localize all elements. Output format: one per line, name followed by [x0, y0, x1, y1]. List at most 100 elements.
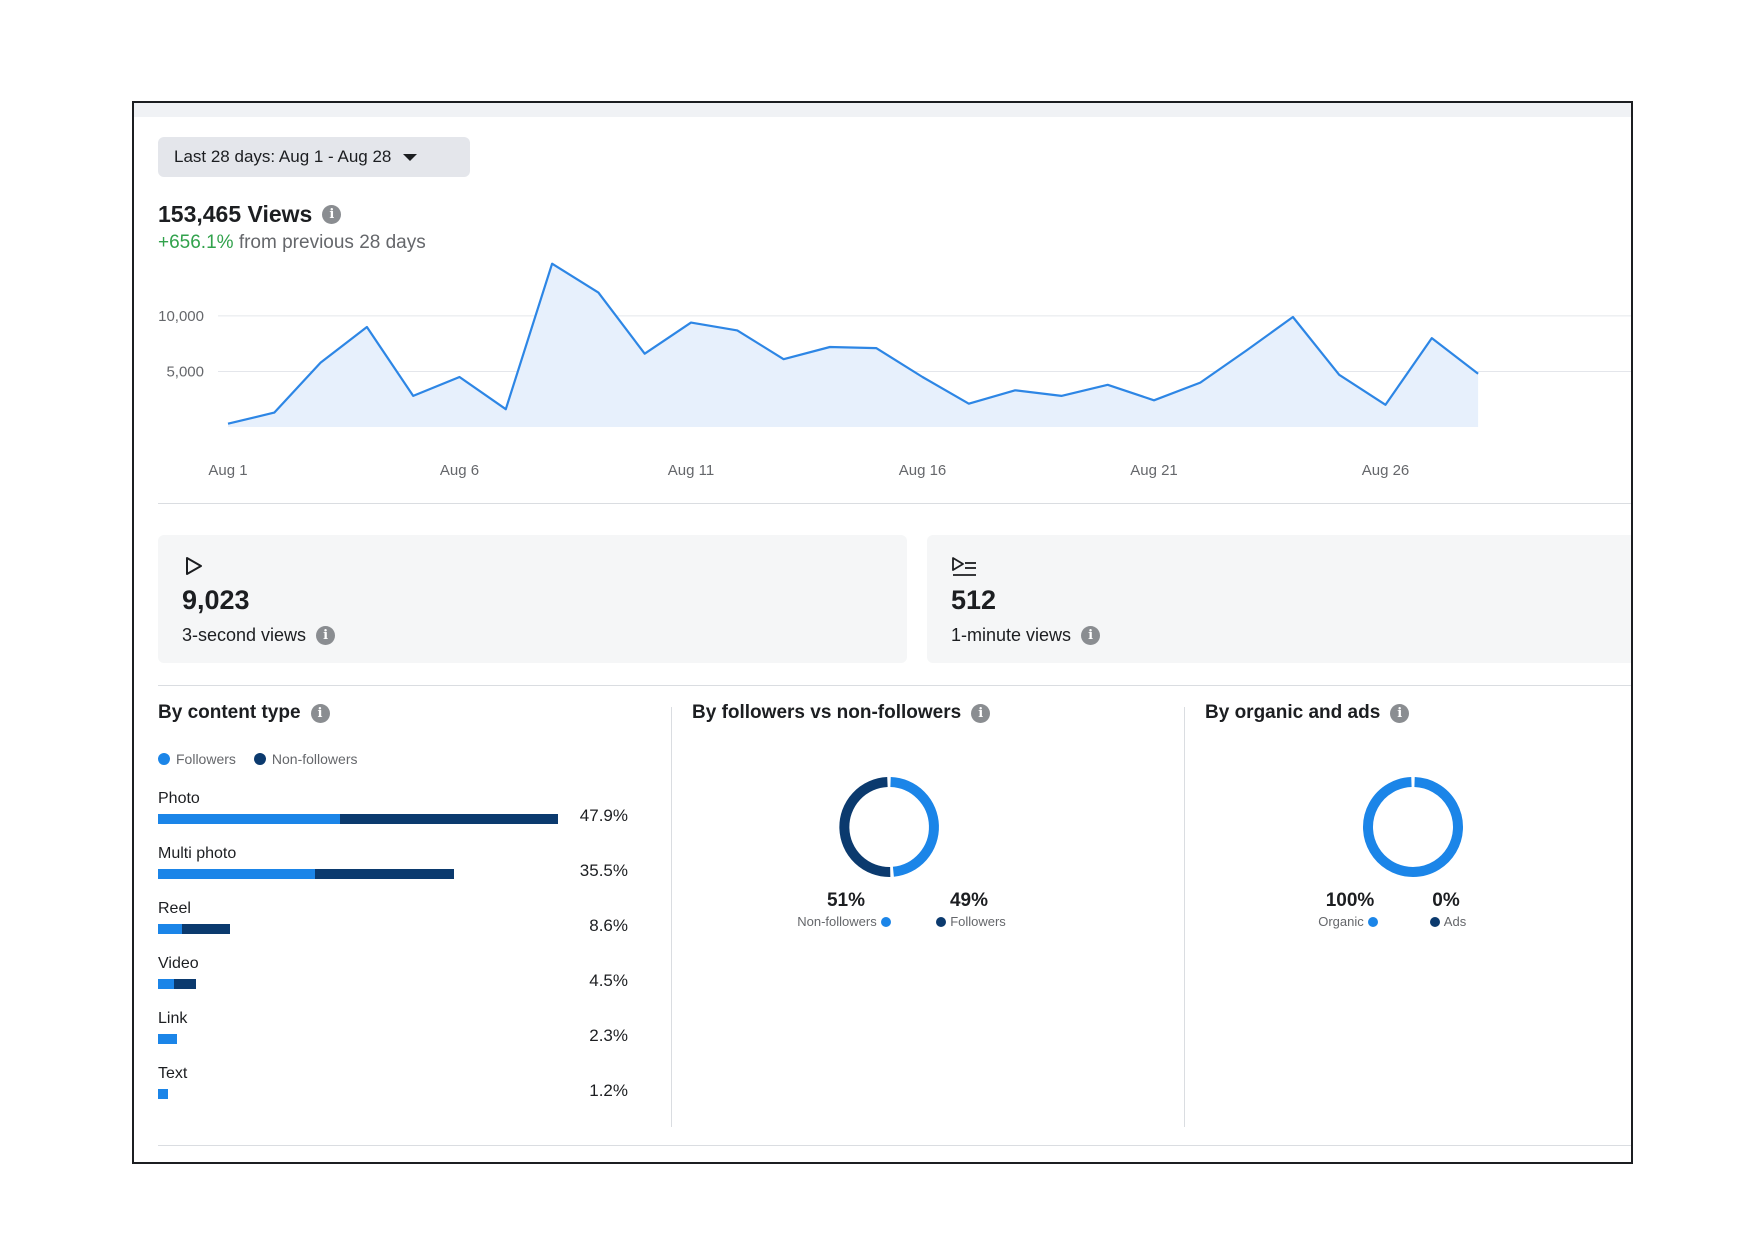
donut-value: 100%: [1325, 890, 1375, 911]
content-type-bar: [158, 979, 196, 989]
stat-value: 512: [951, 585, 997, 615]
donut-label-ads: 0% Ads: [1401, 890, 1491, 929]
donut-name-text: Non-followers: [797, 914, 877, 929]
x-tick-label: Aug 26: [1362, 462, 1410, 479]
stat-card-3s: 9,023 3-second views i: [158, 535, 907, 663]
content-type-row: Photo 47.9%: [158, 790, 628, 842]
donut-segment: [839, 777, 891, 877]
stat-value: 9,023: [182, 585, 250, 615]
info-icon[interactable]: i: [322, 205, 342, 224]
followers-bar-segment: [158, 1034, 178, 1044]
organic-donut-area: 100% Organic 0% Ads: [1205, 772, 1631, 972]
section-title: By followers vs non-followers i: [692, 702, 1162, 724]
caret-down-icon: [403, 153, 418, 161]
legend-label: Non-followers: [271, 751, 358, 767]
donut-value: 49%: [949, 890, 989, 911]
divider: [158, 503, 1631, 504]
info-icon[interactable]: i: [1390, 703, 1410, 723]
section-title-text: By organic and ads: [1205, 702, 1381, 723]
content-type-pct: 47.9%: [579, 806, 628, 825]
views-change: +656.1% from previous 28 days: [158, 232, 426, 254]
followers-dot-icon: [158, 753, 170, 765]
content-type-label: Reel: [158, 900, 191, 917]
play-list-icon: [952, 557, 976, 576]
donut-label-followers: 49% Followers: [904, 890, 1034, 929]
legend-non-followers: Non-followers: [253, 751, 358, 767]
legend-followers: Followers: [158, 751, 236, 767]
content-type-label: Video: [158, 955, 199, 972]
x-tick-label: Aug 21: [1130, 462, 1178, 479]
section-title: By organic and ads i: [1205, 702, 1631, 724]
followers-bar-segment: [158, 814, 340, 824]
date-range-dropdown[interactable]: Last 28 days: Aug 1 - Aug 28: [158, 137, 470, 177]
info-icon[interactable]: i: [1081, 626, 1101, 645]
content-type-section: By content type i Followers Non-follower…: [158, 702, 628, 1142]
followers-bar-segment: [158, 1089, 169, 1099]
views-heading: 153,465 Views i: [158, 201, 342, 228]
content-type-label: Photo: [158, 790, 200, 807]
section-separator: [671, 707, 672, 1127]
organic-donut: [1363, 777, 1463, 877]
y-tick-label: 5,000: [166, 363, 204, 380]
organic-dot-icon: [1367, 916, 1378, 927]
x-tick-label: Aug 6: [440, 462, 479, 479]
non-followers-dot-icon: [253, 753, 266, 765]
content-type-row: Reel 8.6%: [158, 900, 628, 952]
donut-name-text: Ads: [1443, 914, 1467, 929]
donut-value: 0%: [1432, 890, 1460, 911]
content-type-bar: [158, 1089, 169, 1099]
y-tick-label: 10,000: [158, 308, 204, 325]
views-series-line: [227, 262, 1479, 425]
play-icon: [186, 557, 202, 575]
stat-card-1m: 512 1-minute views i: [927, 535, 1631, 663]
date-range-label: Last 28 days: Aug 1 - Aug 28: [174, 147, 392, 166]
content-type-bar: [158, 1034, 178, 1044]
content-type-label: Text: [158, 1065, 188, 1082]
content-type-legend: Followers Non-followers: [158, 751, 376, 767]
non-followers-bar-segment: [181, 924, 230, 934]
content-type-bar: [158, 924, 230, 934]
views-change-suffix: from previous 28 days: [238, 232, 426, 253]
followers-section: By followers vs non-followers i 51% Non-…: [692, 702, 1162, 1142]
x-tick-label: Aug 16: [899, 462, 947, 479]
info-icon[interactable]: i: [971, 703, 991, 723]
content-type-pct: 8.6%: [589, 916, 628, 935]
donut-name-text: Organic: [1318, 914, 1364, 929]
views-change-value: +656.1%: [158, 232, 234, 253]
donut-name: Non-followers: [776, 914, 916, 929]
content-type-row: Multi photo 35.5%: [158, 845, 628, 897]
info-icon[interactable]: i: [310, 703, 330, 723]
content-type-bar: [158, 869, 455, 879]
views-chart-svg: 5,000 10,000 Aug 1 Aug 6 Aug 11 Aug 16 Aug 21 A…: [158, 262, 1631, 479]
non-followers-bar-segment: [340, 814, 558, 824]
content-type-bar: [158, 814, 558, 824]
followers-bar-segment: [158, 924, 182, 934]
followers-donut: [839, 777, 939, 877]
content-type-pct: 4.5%: [589, 971, 628, 990]
content-type-pct: 1.2%: [589, 1081, 628, 1100]
followers-donut-area: 51% Non-followers 49% Followers: [692, 772, 1162, 972]
section-title-text: By content type: [158, 702, 301, 723]
section-title-text: By followers vs non-followers: [692, 702, 962, 723]
donut-name-text: Followers: [950, 914, 1006, 929]
content-type-pct: 2.3%: [589, 1026, 628, 1045]
info-icon[interactable]: i: [316, 626, 336, 645]
followers-dot-icon: [880, 916, 891, 927]
insights-panel: Last 28 days: Aug 1 - Aug 28 153,465 Vie…: [132, 101, 1633, 1164]
non-followers-bar-segment: [174, 979, 196, 989]
divider: [158, 1145, 1631, 1146]
followers-bar-segment: [158, 979, 175, 989]
content-type-row: Video 4.5%: [158, 955, 628, 1007]
views-area: [228, 263, 1479, 427]
donut-name: Ads: [1401, 914, 1491, 929]
stat-label-row: 1-minute views i: [951, 625, 1101, 646]
divider: [158, 685, 1631, 686]
top-strip: [134, 103, 1631, 117]
followers-bar-segment: [158, 869, 316, 879]
x-tick-label: Aug 11: [668, 462, 714, 479]
views-total: 153,465 Views: [158, 201, 313, 227]
x-tick-label: Aug 1: [208, 462, 247, 479]
insights-content: Last 28 days: Aug 1 - Aug 28 153,465 Vie…: [158, 117, 1631, 1162]
section-separator: [1184, 707, 1185, 1127]
donut-value: 51%: [826, 890, 866, 911]
